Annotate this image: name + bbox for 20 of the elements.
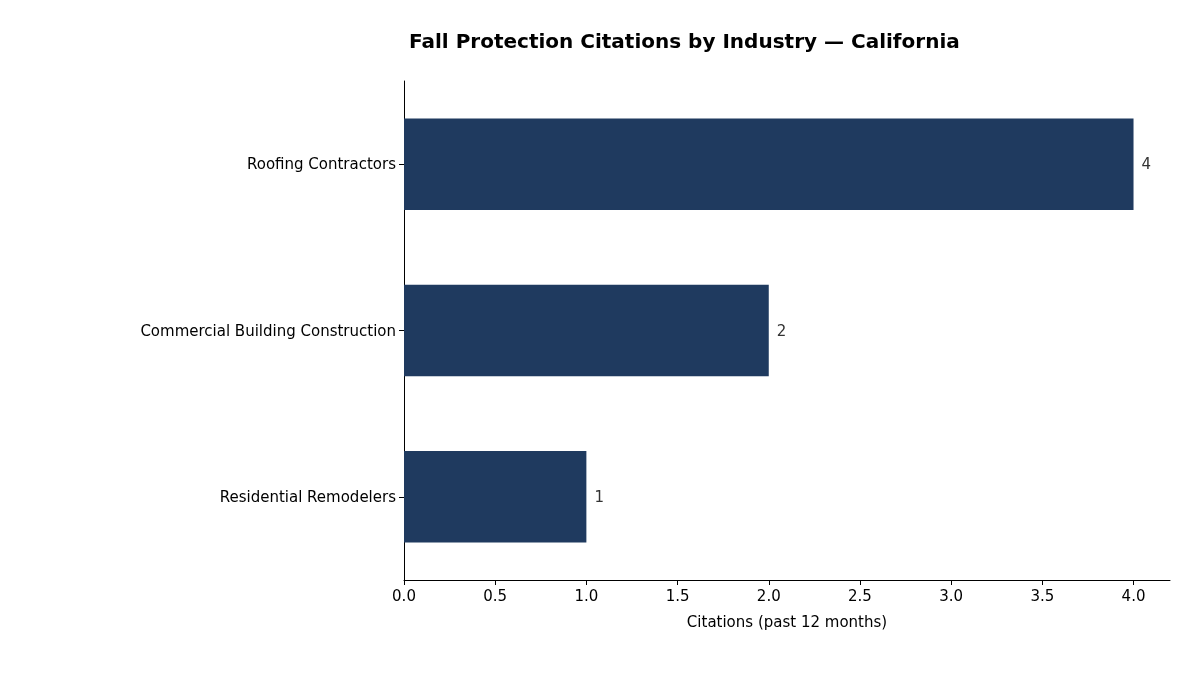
bar (404, 451, 587, 543)
data-label: 2 (776, 321, 787, 340)
x-tick-label: 2.0 (756, 586, 781, 605)
x-tick-label: 1.5 (665, 586, 690, 605)
x-tick-label: 0.0 (392, 586, 416, 605)
x-axis-title: Citations (past 12 months) (686, 612, 888, 631)
x-tick-label: 2.5 (848, 586, 872, 605)
x-tick-label: 0.5 (483, 586, 508, 605)
bar (404, 284, 769, 377)
x-tick-label: 1.0 (574, 586, 599, 605)
x-tick-label: 3.0 (939, 586, 964, 605)
bar (404, 118, 1134, 210)
chart-title: Fall Protection Citations by Industry — California (409, 29, 960, 53)
y-tick-label: Commercial Building Construction (140, 321, 396, 340)
data-label: 4 (1141, 155, 1152, 174)
data-label: 1 (594, 487, 604, 506)
x-tick-label: 4.0 (1121, 586, 1146, 605)
y-tick-label: Residential Remodelers (219, 487, 397, 506)
x-tick-label: 3.5 (1030, 586, 1055, 605)
y-tick-label: Roofing Contractors (246, 155, 397, 174)
